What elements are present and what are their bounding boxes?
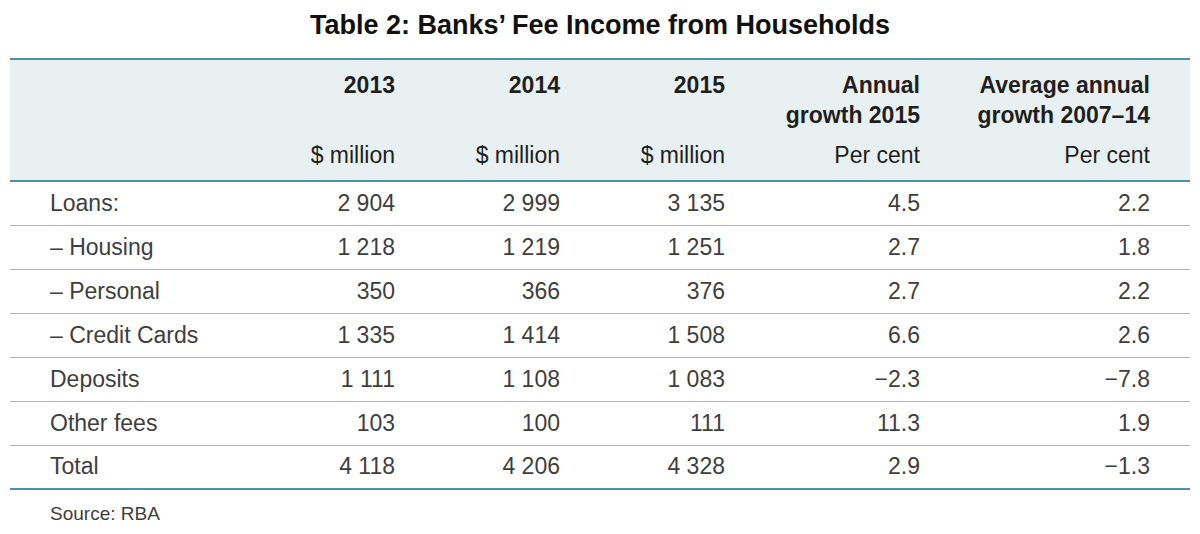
row-label: Other fees: [10, 401, 260, 445]
source-note: Source: RBA: [50, 502, 1200, 526]
value-cell: 2.2: [920, 269, 1190, 313]
header-2015: 2015: [560, 59, 725, 133]
table-row-other-fees: Other fees 103 100 111 11.3 1.9: [10, 401, 1190, 445]
row-label: – Housing: [10, 225, 260, 269]
value-cell: 1 508: [560, 313, 725, 357]
header-years-row: 2013 2014 2015 Annual growth 2015 Averag…: [10, 59, 1190, 133]
value-cell: 6.6: [725, 313, 920, 357]
value-cell: 1 218: [260, 225, 395, 269]
value-cell: 376: [560, 269, 725, 313]
header-average-annual-growth: Average annual growth 2007–14: [920, 59, 1190, 133]
value-cell: 1 251: [560, 225, 725, 269]
table-figure: Table 2: Banks’ Fee Income from Househol…: [0, 0, 1200, 534]
row-label: Total: [10, 445, 260, 489]
value-cell: 2 904: [260, 181, 395, 225]
value-cell: −1.3: [920, 445, 1190, 489]
table-row-housing: – Housing 1 218 1 219 1 251 2.7 1.8: [10, 225, 1190, 269]
unit-2014: $ million: [395, 133, 560, 181]
value-cell: 4.5: [725, 181, 920, 225]
unit-annual-growth: Per cent: [725, 133, 920, 181]
table-row-credit-cards: – Credit Cards 1 335 1 414 1 508 6.6 2.6: [10, 313, 1190, 357]
value-cell: 1 111: [260, 357, 395, 401]
value-cell: 4 118: [260, 445, 395, 489]
value-cell: 2.7: [725, 225, 920, 269]
row-label: – Personal: [10, 269, 260, 313]
fee-income-table: 2013 2014 2015 Annual growth 2015 Averag…: [10, 58, 1190, 490]
header-annual-growth-2015: Annual growth 2015: [725, 59, 920, 133]
value-cell: 2.9: [725, 445, 920, 489]
value-cell: 4 328: [560, 445, 725, 489]
value-cell: 3 135: [560, 181, 725, 225]
value-cell: 1 414: [395, 313, 560, 357]
value-cell: 100: [395, 401, 560, 445]
value-cell: 2 999: [395, 181, 560, 225]
value-cell: 366: [395, 269, 560, 313]
table-row-deposits: Deposits 1 111 1 108 1 083 −2.3 −7.8: [10, 357, 1190, 401]
unit-2015: $ million: [560, 133, 725, 181]
value-cell: 111: [560, 401, 725, 445]
row-label: Deposits: [10, 357, 260, 401]
table-row-loans: Loans: 2 904 2 999 3 135 4.5 2.2: [10, 181, 1190, 225]
unit-empty-cell: [10, 133, 260, 181]
value-cell: 1 335: [260, 313, 395, 357]
value-cell: 1 108: [395, 357, 560, 401]
value-cell: 2.2: [920, 181, 1190, 225]
unit-2013: $ million: [260, 133, 395, 181]
header-units-row: $ million $ million $ million Per cent P…: [10, 133, 1190, 181]
value-cell: −7.8: [920, 357, 1190, 401]
value-cell: 1 083: [560, 357, 725, 401]
table-body: Loans: 2 904 2 999 3 135 4.5 2.2 – Housi…: [10, 181, 1190, 489]
table-header: 2013 2014 2015 Annual growth 2015 Averag…: [10, 59, 1190, 181]
value-cell: 1 219: [395, 225, 560, 269]
table-row-total: Total 4 118 4 206 4 328 2.9 −1.3: [10, 445, 1190, 489]
value-cell: 1.8: [920, 225, 1190, 269]
header-2013: 2013: [260, 59, 395, 133]
unit-average-growth: Per cent: [920, 133, 1190, 181]
value-cell: 1.9: [920, 401, 1190, 445]
table-title: Table 2: Banks’ Fee Income from Househol…: [0, 8, 1200, 42]
value-cell: 103: [260, 401, 395, 445]
table-row-personal: – Personal 350 366 376 2.7 2.2: [10, 269, 1190, 313]
value-cell: 2.6: [920, 313, 1190, 357]
value-cell: −2.3: [725, 357, 920, 401]
row-label: – Credit Cards: [10, 313, 260, 357]
row-label: Loans:: [10, 181, 260, 225]
header-empty-cell: [10, 59, 260, 133]
value-cell: 2.7: [725, 269, 920, 313]
value-cell: 4 206: [395, 445, 560, 489]
header-2014: 2014: [395, 59, 560, 133]
value-cell: 11.3: [725, 401, 920, 445]
value-cell: 350: [260, 269, 395, 313]
